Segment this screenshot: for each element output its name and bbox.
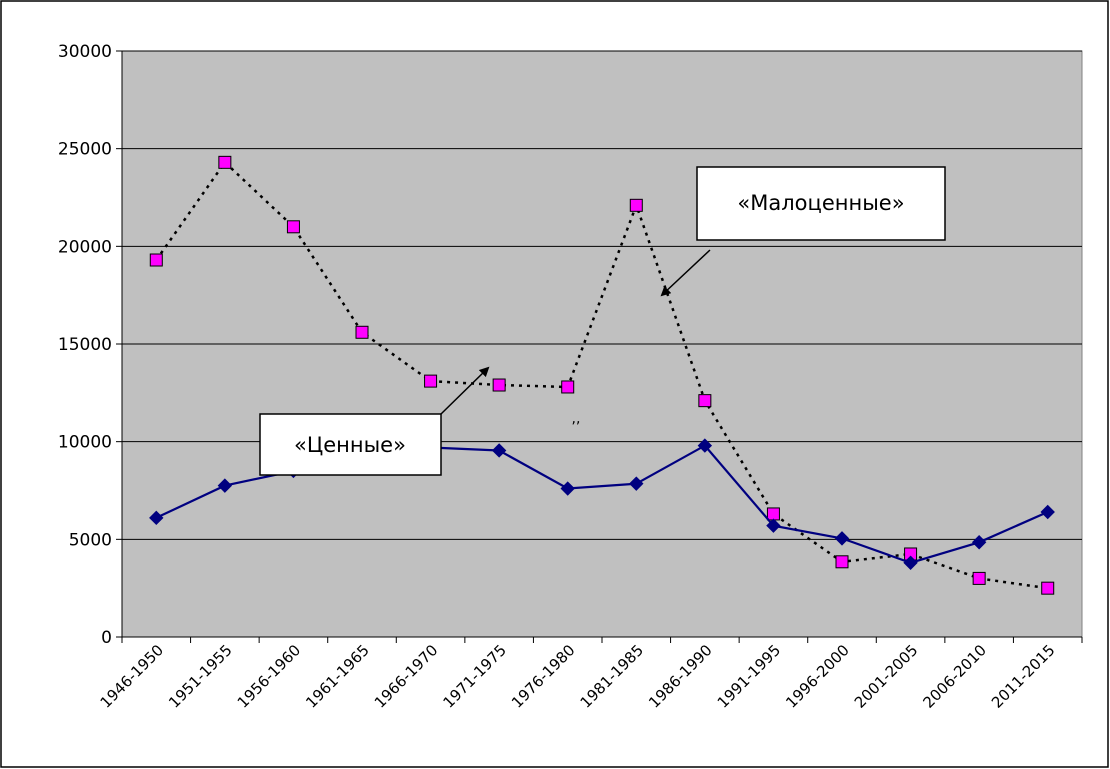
y-tick-label: 20000 bbox=[58, 237, 112, 257]
data-point-square bbox=[149, 253, 163, 267]
data-point-diamond bbox=[1040, 504, 1055, 520]
data-point-square bbox=[835, 555, 849, 569]
callouts: «Малоценные» «Ценные» ,, bbox=[259, 166, 946, 476]
y-tick-label: 15000 bbox=[58, 335, 112, 355]
data-point-square bbox=[698, 394, 712, 408]
data-point-diamond bbox=[971, 535, 987, 550]
data-point-diamond bbox=[491, 443, 507, 458]
data-point-diamond bbox=[766, 518, 781, 533]
data-point-diamond bbox=[149, 510, 164, 526]
data-point-square bbox=[424, 374, 438, 388]
data-point-square bbox=[286, 220, 300, 234]
stray-mark: ,, bbox=[572, 411, 581, 427]
callout-arrow-cennye bbox=[440, 366, 490, 415]
data-point-diamond bbox=[629, 476, 644, 491]
callout-label-malocennye: «Малоценные» bbox=[737, 191, 904, 215]
data-point-diamond bbox=[834, 531, 850, 546]
data-point-square bbox=[1041, 581, 1055, 595]
data-point-square bbox=[561, 380, 575, 394]
data-point-square bbox=[355, 325, 369, 339]
data-point-square bbox=[218, 155, 232, 169]
series-0 bbox=[149, 155, 1055, 595]
y-tick-label: 25000 bbox=[58, 140, 112, 160]
y-axis-ticks: 0 5000 10000 15000 20000 25000 30000 bbox=[58, 42, 122, 648]
callout-label-cennye: «Ценные» bbox=[294, 433, 406, 457]
y-tick-label: 5000 bbox=[69, 530, 112, 550]
callout-arrow-malocennye bbox=[660, 249, 711, 297]
data-point-square bbox=[766, 507, 780, 521]
y-tick-label: 0 bbox=[101, 628, 112, 648]
data-point-diamond bbox=[697, 438, 713, 453]
data-point-square bbox=[972, 571, 986, 585]
callout-box-malocennye bbox=[696, 166, 946, 241]
data-point-diamond bbox=[903, 555, 918, 570]
series-line bbox=[155, 160, 1048, 590]
data-point-square bbox=[629, 198, 643, 212]
y-tick-label: 30000 bbox=[58, 42, 112, 62]
data-point-square bbox=[492, 378, 506, 392]
y-tick-label: 10000 bbox=[58, 433, 112, 453]
callout-box-cennye bbox=[259, 413, 442, 476]
data-point-diamond bbox=[560, 481, 575, 496]
data-point-diamond bbox=[217, 478, 233, 493]
